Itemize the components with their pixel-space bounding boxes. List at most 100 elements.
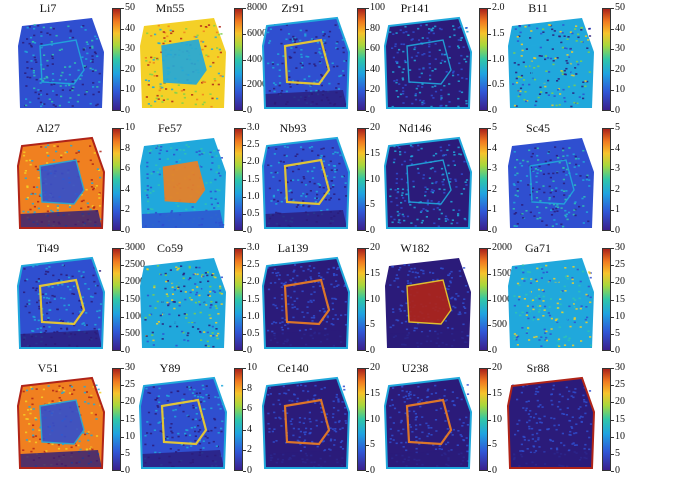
colorbar xyxy=(357,368,366,471)
element-panel: Al27 10 8 6 4 2 0 xyxy=(0,120,140,239)
colorbar-tick-label: 10 xyxy=(615,310,625,322)
map-body xyxy=(508,138,594,228)
colorbar-tick-label: 2000 xyxy=(247,79,267,91)
colorbar-tick-label: 2 xyxy=(125,204,130,216)
colorbar-tick-label: 4 xyxy=(492,142,497,154)
colorbar-tick-label: 10 xyxy=(370,173,380,185)
element-map xyxy=(16,376,106,469)
colorbar-tick-label: 5 xyxy=(615,327,620,339)
colorbar-tick-label: 10 xyxy=(615,430,625,442)
element-map xyxy=(16,256,106,349)
inner-feature xyxy=(529,39,575,85)
inner-feature xyxy=(406,279,452,325)
element-map xyxy=(508,138,594,228)
colorbar-tick-label: 15 xyxy=(492,387,502,399)
colorbar-tick-label: 2.0 xyxy=(247,156,260,168)
element-map xyxy=(383,136,473,229)
inner-feature xyxy=(160,398,208,446)
colorbar-tick-label: 10 xyxy=(492,413,502,425)
element-map xyxy=(506,376,596,469)
inner-feature xyxy=(406,159,452,205)
colorbar-tick-label: 2.0 xyxy=(247,276,260,288)
element-map xyxy=(261,256,351,349)
colorbar-tick-label: 1.0 xyxy=(492,53,505,65)
inner-feature xyxy=(283,278,331,326)
colorbar-tick-label: 20 xyxy=(125,63,135,75)
colorbar xyxy=(112,8,121,111)
colorbar-tick-label: 40 xyxy=(615,22,625,34)
colorbar-tick-label: 0 xyxy=(370,345,375,356)
colorbar-tick-label: 0 xyxy=(615,345,620,356)
colorbar-tick-label: 8 xyxy=(125,142,130,154)
element-panel: U238 20 15 10 5 0 xyxy=(367,360,507,479)
panel-title: Pr141 xyxy=(400,1,430,15)
element-panel: Sc45 5 4 3 2 1 0 xyxy=(490,120,630,239)
colorbar-tick-label: 20 xyxy=(370,362,380,373)
panel-title: Sc45 xyxy=(526,121,550,135)
colorbar xyxy=(234,8,243,111)
colorbar-tick-label: 2.0 xyxy=(492,2,505,13)
colorbar-tick-label: 10 xyxy=(370,293,380,305)
element-map xyxy=(508,258,594,348)
colorbar-tick-label: 5 xyxy=(492,439,497,451)
colorbar-tick-label: 5 xyxy=(492,122,497,133)
panel-title: Ga71 xyxy=(525,241,551,255)
colorbar-tick-label: 25 xyxy=(615,259,625,271)
colorbar-tick-label: 20 xyxy=(615,63,625,75)
colorbar-tick-label: 2 xyxy=(492,183,497,195)
colorbar-tick-label: 15 xyxy=(370,387,380,399)
colorbar-tick-label: 2500 xyxy=(125,259,145,271)
panel-title: Nb93 xyxy=(279,121,307,135)
inner-feature xyxy=(38,278,86,326)
colorbar-tick-label: 2000 xyxy=(492,242,512,253)
colorbar-tick-label: 3.0 xyxy=(247,122,260,133)
colorbar-tick-label: 80 xyxy=(370,22,380,34)
colorbar-tick-label: 0 xyxy=(370,225,375,236)
inner-feature xyxy=(406,39,452,85)
element-panel: La139 20 15 10 5 0 xyxy=(245,240,385,359)
element-panel: Mn55 8000 6000 4000 2000 0 xyxy=(122,0,267,119)
map-body xyxy=(508,258,594,348)
element-panel: Co59 3.0 2.5 2.0 1.5 1.0 0.5 0 xyxy=(122,240,262,359)
colorbar-tick-label: 6000 xyxy=(247,27,267,39)
colorbar-tick-label: 1.5 xyxy=(247,293,260,305)
colorbar-tick-label: 100 xyxy=(370,2,385,13)
element-panel: Zr91 100 80 60 40 20 0 xyxy=(245,0,385,119)
inner-feature xyxy=(405,398,453,446)
colorbar xyxy=(479,128,488,231)
element-map xyxy=(261,16,351,109)
colorbar-tick-label: 40 xyxy=(370,63,380,75)
colorbar xyxy=(357,8,366,111)
colorbar-tick-label: 1500 xyxy=(492,267,512,279)
colorbar-tick-label: 15 xyxy=(615,413,625,425)
colorbar-tick-label: 10 xyxy=(125,122,135,133)
colorbar-tick-label: 6 xyxy=(125,163,130,175)
colorbar-tick-label: 10 xyxy=(125,84,135,96)
panel-title: Co59 xyxy=(156,241,183,255)
colorbar xyxy=(602,248,611,351)
inner-feature xyxy=(283,398,331,446)
map-body xyxy=(18,18,104,108)
colorbar-tick-label: 2000 xyxy=(125,276,145,288)
colorbar-tick-label: 1 xyxy=(615,204,620,216)
inner-feature xyxy=(161,279,207,325)
colorbar-tick-label: 3000 xyxy=(125,242,145,253)
colorbar-tick-label: 2.5 xyxy=(247,139,260,151)
colorbar-tick-label: 20 xyxy=(370,122,380,133)
colorbar-tick-label: 0 xyxy=(615,225,620,236)
colorbar-tick-label: 10 xyxy=(615,84,625,96)
colorbar xyxy=(479,8,488,111)
colorbar-tick-label: 2.5 xyxy=(247,259,260,271)
colorbar-tick-label: 30 xyxy=(615,362,625,373)
inner-feature xyxy=(283,158,331,206)
inner-feature xyxy=(529,159,575,205)
colorbar-tick-label: 0 xyxy=(492,345,497,356)
colorbar-tick-label: 3 xyxy=(492,163,497,175)
element-panel: Y89 10 8 6 4 2 0 xyxy=(122,360,262,479)
colorbar-tick-label: 20 xyxy=(492,362,502,373)
element-panel: W182 2000 1500 1000 500 0 xyxy=(367,240,512,359)
colorbar-tick-label: 4 xyxy=(615,142,620,154)
colorbar-tick-label: 20 xyxy=(370,84,380,96)
element-map xyxy=(18,18,104,108)
